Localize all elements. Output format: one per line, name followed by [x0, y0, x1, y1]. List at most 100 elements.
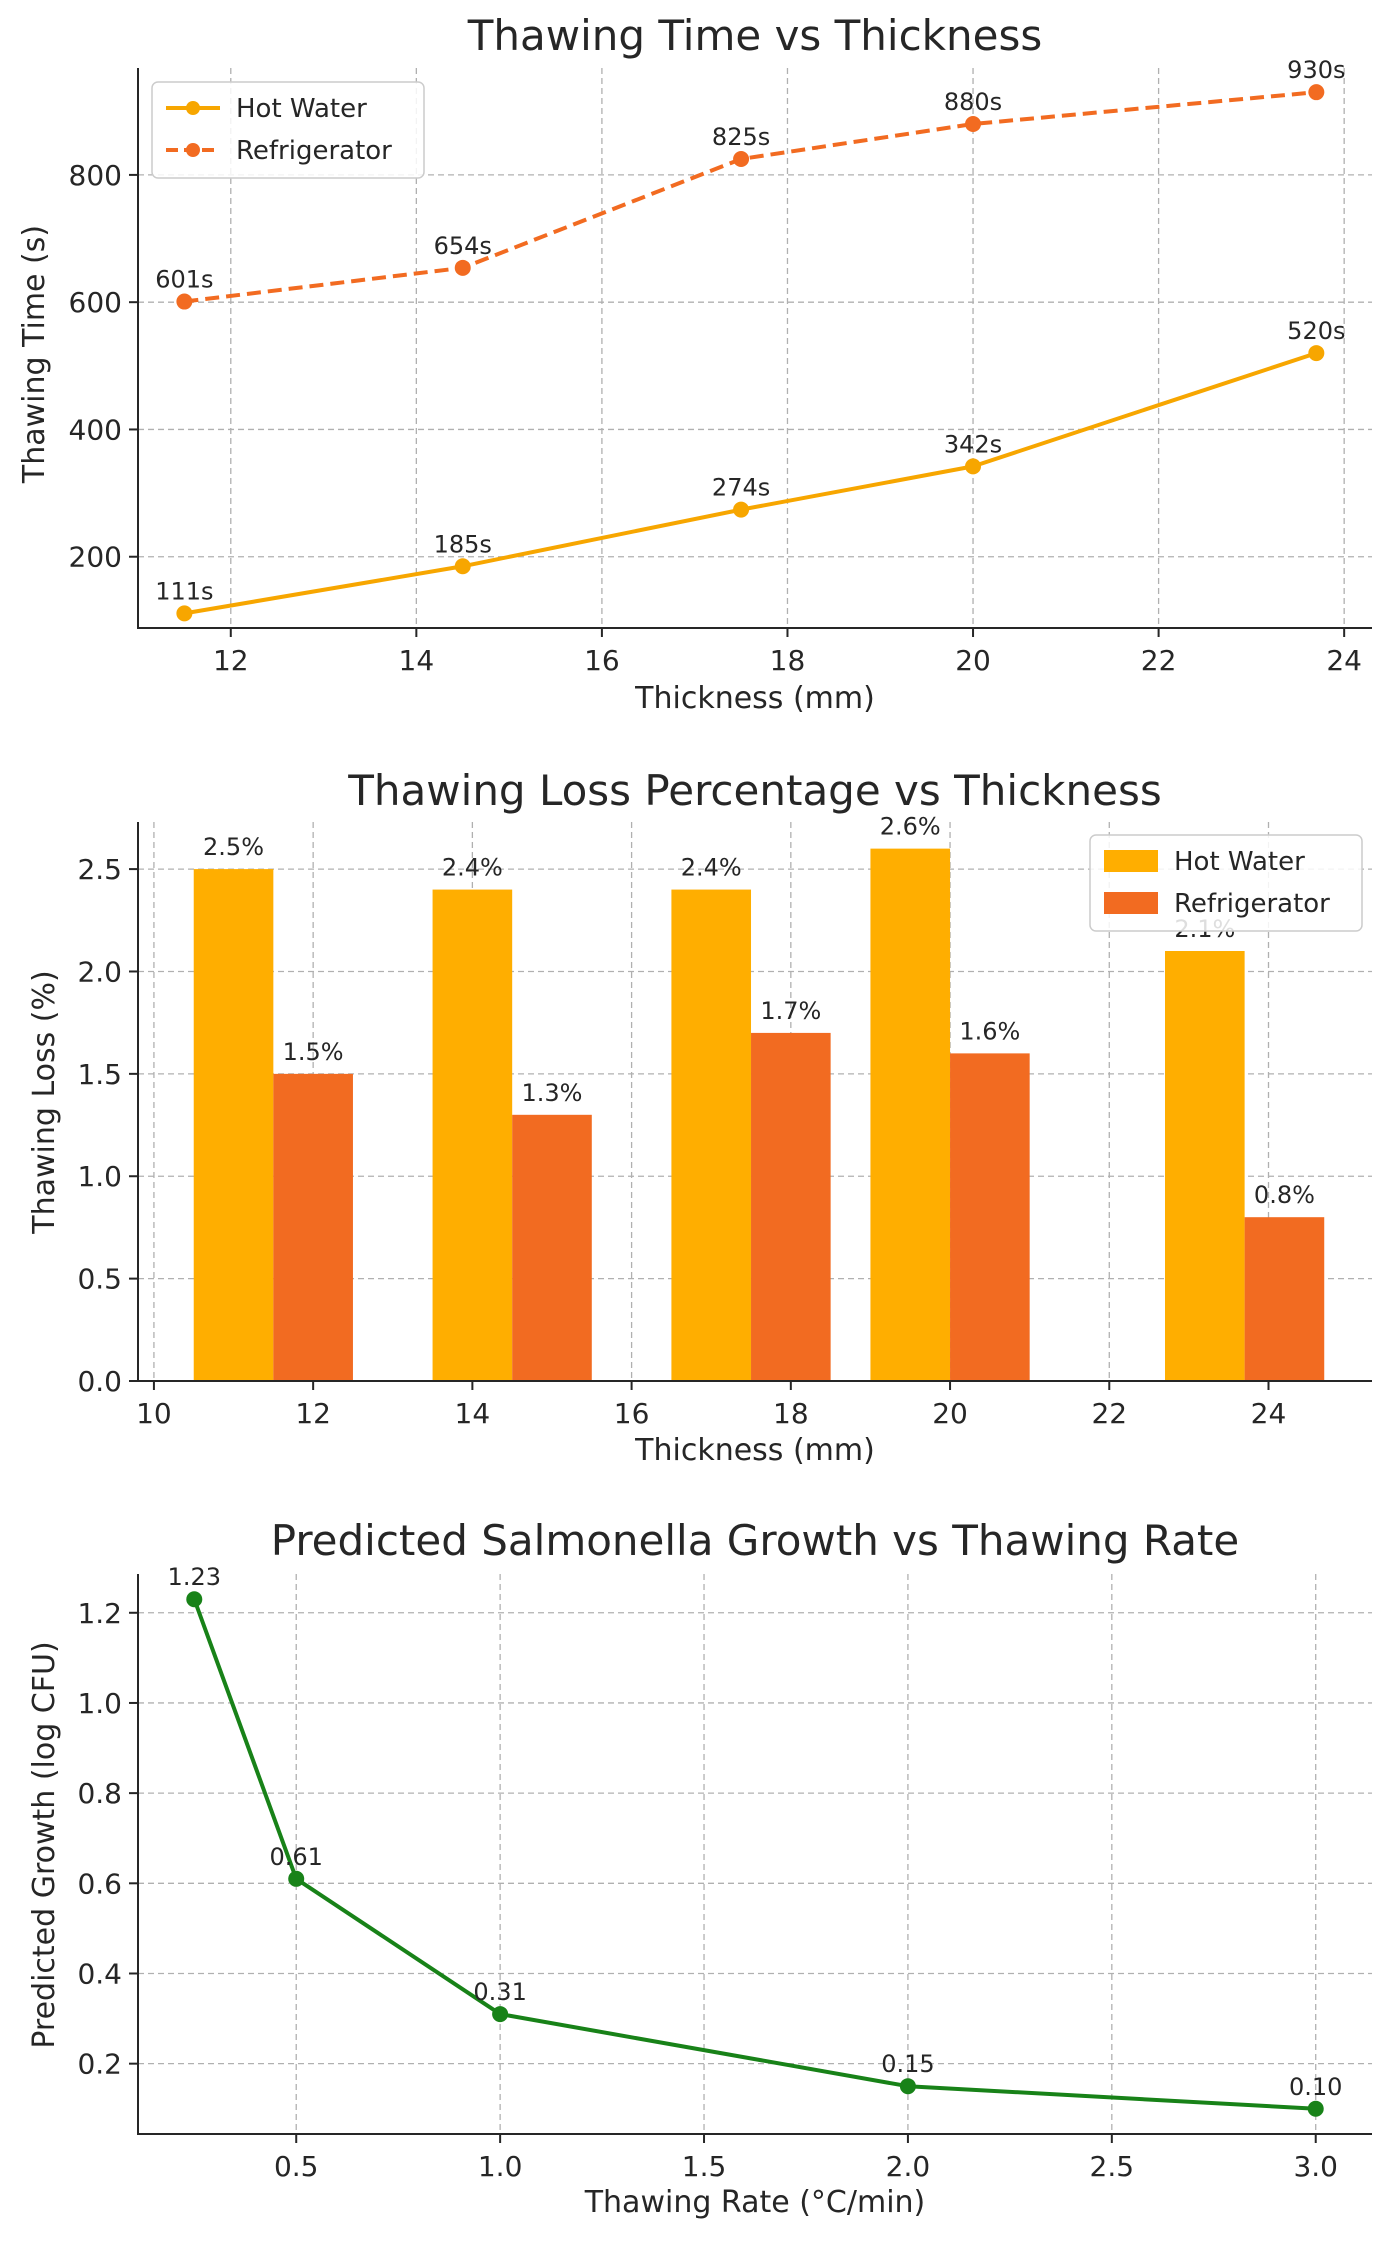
data-label: 520s: [1287, 317, 1345, 345]
y-tick-label: 1.2: [77, 1597, 122, 1630]
data-point: [733, 151, 750, 167]
thawing-time-axes: 12 14 16 18 20 22 24 200 400 600 800: [69, 68, 1372, 677]
thawing-loss-axes: 10 12 14 16 18 20 22 24 0.0 0.5 1.0 1.5 2.0 2.5: [77, 822, 1372, 1430]
salmonella-growth-xlabel: Thawing Rate (°C/min): [584, 2185, 926, 2220]
bar-value-label: 1.7%: [760, 997, 821, 1025]
data-label: 0.61: [270, 1843, 323, 1871]
legend-marker: [186, 101, 200, 115]
y-tick-label: 0.6: [77, 1867, 122, 1900]
data-point: [176, 293, 193, 310]
x-tick-label: 1.5: [682, 2150, 727, 2183]
bar-value-label: 2.6%: [880, 813, 941, 841]
series-line: [192, 1598, 1316, 2111]
data-label: 0.31: [473, 1978, 526, 2006]
x-tick-label: 16: [614, 1397, 650, 1430]
x-tick-label: 14: [455, 1397, 491, 1430]
bar-value-label: 0.8%: [1254, 1181, 1315, 1209]
bar: [193, 869, 274, 1381]
y-tick-label: 1.5: [77, 1058, 122, 1091]
salmonella-growth-title: Predicted Salmonella Growth vs Thawing R…: [271, 1516, 1240, 1565]
bar-value-label: 2.4%: [442, 854, 503, 882]
y-tick-label: 0.2: [77, 2048, 122, 2081]
x-tick-label: 14: [399, 644, 435, 677]
x-tick-label: 20: [955, 644, 991, 677]
y-tick-label: 0.8: [77, 1777, 122, 1810]
bar: [512, 1114, 592, 1381]
y-tick-label: 400: [69, 413, 122, 446]
salmonella-growth-series: [186, 1591, 1324, 2117]
y-tick-label: 0.4: [77, 1957, 122, 1990]
thawing-loss-chart: Thawing Loss Percentage vs Thickness Thi…: [27, 766, 1372, 1468]
data-point: [492, 2006, 509, 2023]
thawing-time-chart: Thawing Time vs Thickness Thickness (mm)…: [17, 11, 1372, 716]
y-tick-label: 800: [69, 159, 122, 192]
bar-value-label: 1.5%: [283, 1038, 344, 1066]
thawing-loss-bars: [193, 848, 1325, 1381]
x-tick-label: 20: [932, 1397, 968, 1430]
thawing-loss-legend: Hot Water Refrigerator: [1089, 834, 1363, 932]
thawing-loss-data-labels: 2.5%2.4%2.4%2.6%2.1%1.5%1.3%1.7%1.6%0.8%: [203, 813, 1315, 1210]
data-point: [288, 1870, 305, 1887]
x-tick-label: 16: [584, 644, 620, 677]
y-tick-label: 1.0: [77, 1160, 122, 1193]
bar: [671, 889, 752, 1381]
y-tick-label: 1.0: [77, 1687, 122, 1720]
data-point: [1308, 345, 1325, 362]
data-label: 0.15: [881, 2050, 934, 2078]
data-point: [186, 1591, 203, 1608]
salmonella-growth-ylabel: Predicted Growth (log CFU): [27, 1641, 62, 2048]
data-label: 880s: [944, 88, 1002, 116]
thawing-loss-xlabel: Thickness (mm): [634, 1433, 875, 1468]
bar-value-label: 2.4%: [681, 854, 742, 882]
bar: [1244, 1217, 1325, 1381]
legend-label: Hot Water: [1174, 847, 1305, 877]
salmonella-growth-chart: Predicted Salmonella Growth vs Thawing R…: [27, 1516, 1372, 2220]
x-tick-label: 10: [136, 1397, 172, 1430]
y-tick-label: 200: [69, 541, 122, 574]
bar: [273, 1073, 353, 1381]
axis-spines: [137, 822, 1372, 1382]
x-tick-label: 22: [1141, 644, 1177, 677]
data-label: 111s: [155, 577, 213, 605]
y-tick-label: 600: [69, 286, 122, 319]
x-tick-label: 1.0: [478, 2150, 523, 2183]
thawing-time-data-labels: 111s 185s 274s 342s 520s 601s 654s 825s 880s 930s: [155, 56, 1345, 605]
y-tick-label: 2.0: [77, 955, 122, 988]
legend-label: Hot Water: [236, 94, 367, 124]
data-point: [965, 116, 982, 132]
bar-value-label: 1.6%: [959, 1017, 1020, 1045]
thawing-loss-title: Thawing Loss Percentage vs Thickness: [347, 766, 1161, 815]
thawing-time-title: Thawing Time vs Thickness: [467, 11, 1042, 60]
x-tick-label: 24: [1251, 1397, 1287, 1430]
y-tick-label: 0.5: [77, 1263, 122, 1296]
thawing-time-legend: Hot Water Refrigerator: [151, 81, 425, 179]
data-point: [965, 458, 982, 475]
data-label: 342s: [944, 430, 1002, 458]
data-label: 185s: [434, 530, 492, 558]
data-point: [1307, 2100, 1324, 2117]
salmonella-growth-data-labels: 1.23 0.61 0.31 0.15 0.10: [168, 1563, 1343, 2101]
bar: [432, 889, 513, 1381]
thawing-time-xlabel: Thickness (mm): [634, 681, 875, 716]
salmonella-growth-grid: [138, 1574, 1372, 2134]
x-tick-label: 2.5: [1090, 2150, 1135, 2183]
bar: [950, 1053, 1030, 1381]
x-tick-label: 18: [770, 644, 806, 677]
data-label: 825s: [712, 123, 770, 151]
x-tick-label: 2.0: [886, 2150, 931, 2183]
legend-label: Refrigerator: [1174, 889, 1330, 919]
x-tick-label: 18: [773, 1397, 809, 1430]
x-tick-label: 3.0: [1293, 2150, 1338, 2183]
bar: [751, 1032, 831, 1381]
x-tick-label: 12: [213, 644, 249, 677]
x-tick-label: 22: [1091, 1397, 1127, 1430]
axis-spines: [137, 1574, 1372, 2135]
data-label: 930s: [1287, 56, 1345, 84]
x-tick-label: 12: [295, 1397, 331, 1430]
x-tick-label: 0.5: [274, 2150, 319, 2183]
data-label: 1.23: [168, 1563, 221, 1591]
bar-value-label: 1.3%: [521, 1079, 582, 1107]
bar-value-label: 2.5%: [203, 833, 264, 861]
data-point: [733, 501, 750, 518]
